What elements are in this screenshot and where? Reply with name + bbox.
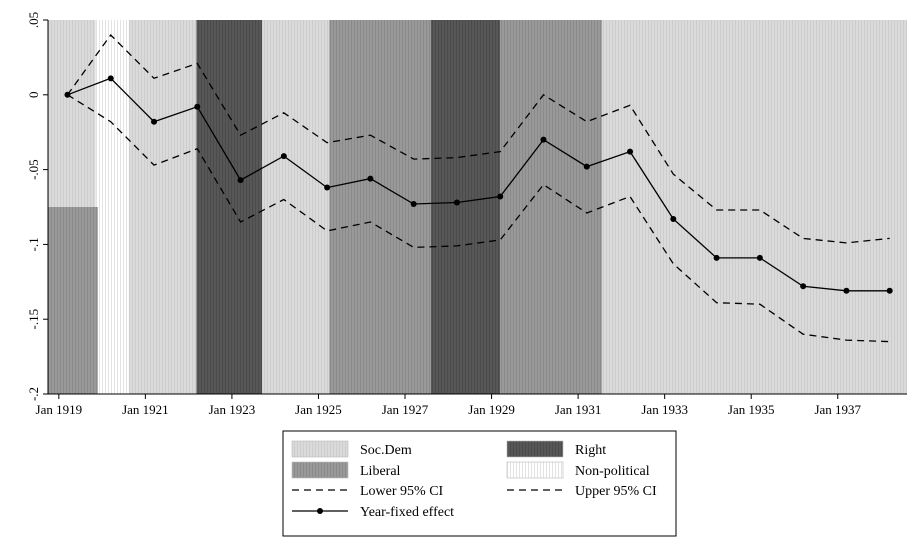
legend-label-soc-dem: Soc.Dem: [360, 443, 412, 458]
x-tick-label: Jan 1931: [555, 402, 602, 417]
legend-label-year-fixed-effect: Year-fixed effect: [360, 505, 454, 520]
y-tick-label: .05: [26, 12, 41, 28]
series-point-year-fixed-effect: [583, 163, 590, 170]
x-tick-label: Jan 1921: [122, 402, 169, 417]
x-tick-label: Jan 1937: [814, 402, 861, 417]
band-liberal: [329, 20, 431, 394]
series-point-year-fixed-effect: [843, 287, 850, 294]
legend-label-upper-95-ci: Upper 95% CI: [575, 484, 657, 499]
series-point-year-fixed-effect: [627, 148, 634, 155]
x-tick-label: Jan 1929: [468, 402, 515, 417]
band-soc-dem: [128, 20, 197, 394]
series-point-year-fixed-effect: [107, 75, 114, 82]
series-point-year-fixed-effect: [540, 136, 547, 143]
y-tick-label: -.15: [26, 309, 41, 330]
y-tick-label: 0: [26, 92, 41, 99]
series-point-year-fixed-effect: [410, 201, 417, 208]
legend-label-right: Right: [575, 443, 606, 458]
series-point-year-fixed-effect: [453, 199, 460, 206]
series-point-year-fixed-effect: [367, 175, 374, 182]
series-point-year-fixed-effect: [886, 287, 893, 294]
series-point-year-fixed-effect: [194, 103, 201, 110]
series-point-year-fixed-effect: [800, 283, 807, 290]
series-lines: [64, 34, 893, 343]
x-tick-label: Jan 1933: [641, 402, 688, 417]
x-tick-label: Jan 1925: [295, 402, 342, 417]
party-bands: [48, 20, 907, 394]
band-liberal-inset: [48, 207, 98, 394]
y-tick-label: -.1: [26, 237, 41, 251]
legend-swatch-right: [506, 440, 564, 458]
series-line-lower-95-ci: [67, 94, 890, 343]
series-line-upper-95-ci: [66, 34, 890, 244]
band-right: [430, 20, 501, 394]
series-point-year-fixed-effect: [237, 177, 244, 184]
legend-swatch-liberal: [291, 461, 349, 479]
legend-swatch-soc-dem: [291, 440, 349, 458]
legend-marker-year-fixed-effect: [317, 508, 323, 514]
series-point-year-fixed-effect: [324, 184, 331, 191]
legend-label-lower-95-ci: Lower 95% CI: [360, 484, 444, 499]
band-liberal: [500, 20, 602, 394]
x-tick-label: Jan 1923: [209, 402, 256, 417]
series-point-year-fixed-effect: [713, 254, 720, 261]
band-soc-dem: [601, 20, 907, 394]
y-tick-label: -.05: [26, 159, 41, 180]
legend: Soc.Dem Right Liberal Non-political Lower 95…: [282, 430, 677, 537]
y-tick-label: -.2: [26, 387, 41, 401]
x-tick-label: Jan 1919: [36, 402, 83, 417]
series-line-year-fixed-effect: [67, 77, 890, 292]
legend-label-liberal: Liberal: [360, 464, 401, 479]
x-tick-label: Jan 1935: [728, 402, 775, 417]
x-tick-label: Jan 1927: [382, 402, 429, 417]
legend-box: [282, 430, 677, 537]
series-point-year-fixed-effect: [497, 193, 504, 200]
band-right: [196, 20, 263, 394]
series-point-year-fixed-effect: [670, 215, 677, 222]
series-point-year-fixed-effect: [756, 254, 763, 261]
legend-swatch-non-political: [506, 461, 564, 479]
legend-label-non-political: Non-political: [575, 464, 650, 479]
series-point-year-fixed-effect: [151, 118, 158, 125]
band-soc-dem: [262, 20, 330, 394]
series-point-year-fixed-effect: [280, 153, 287, 160]
